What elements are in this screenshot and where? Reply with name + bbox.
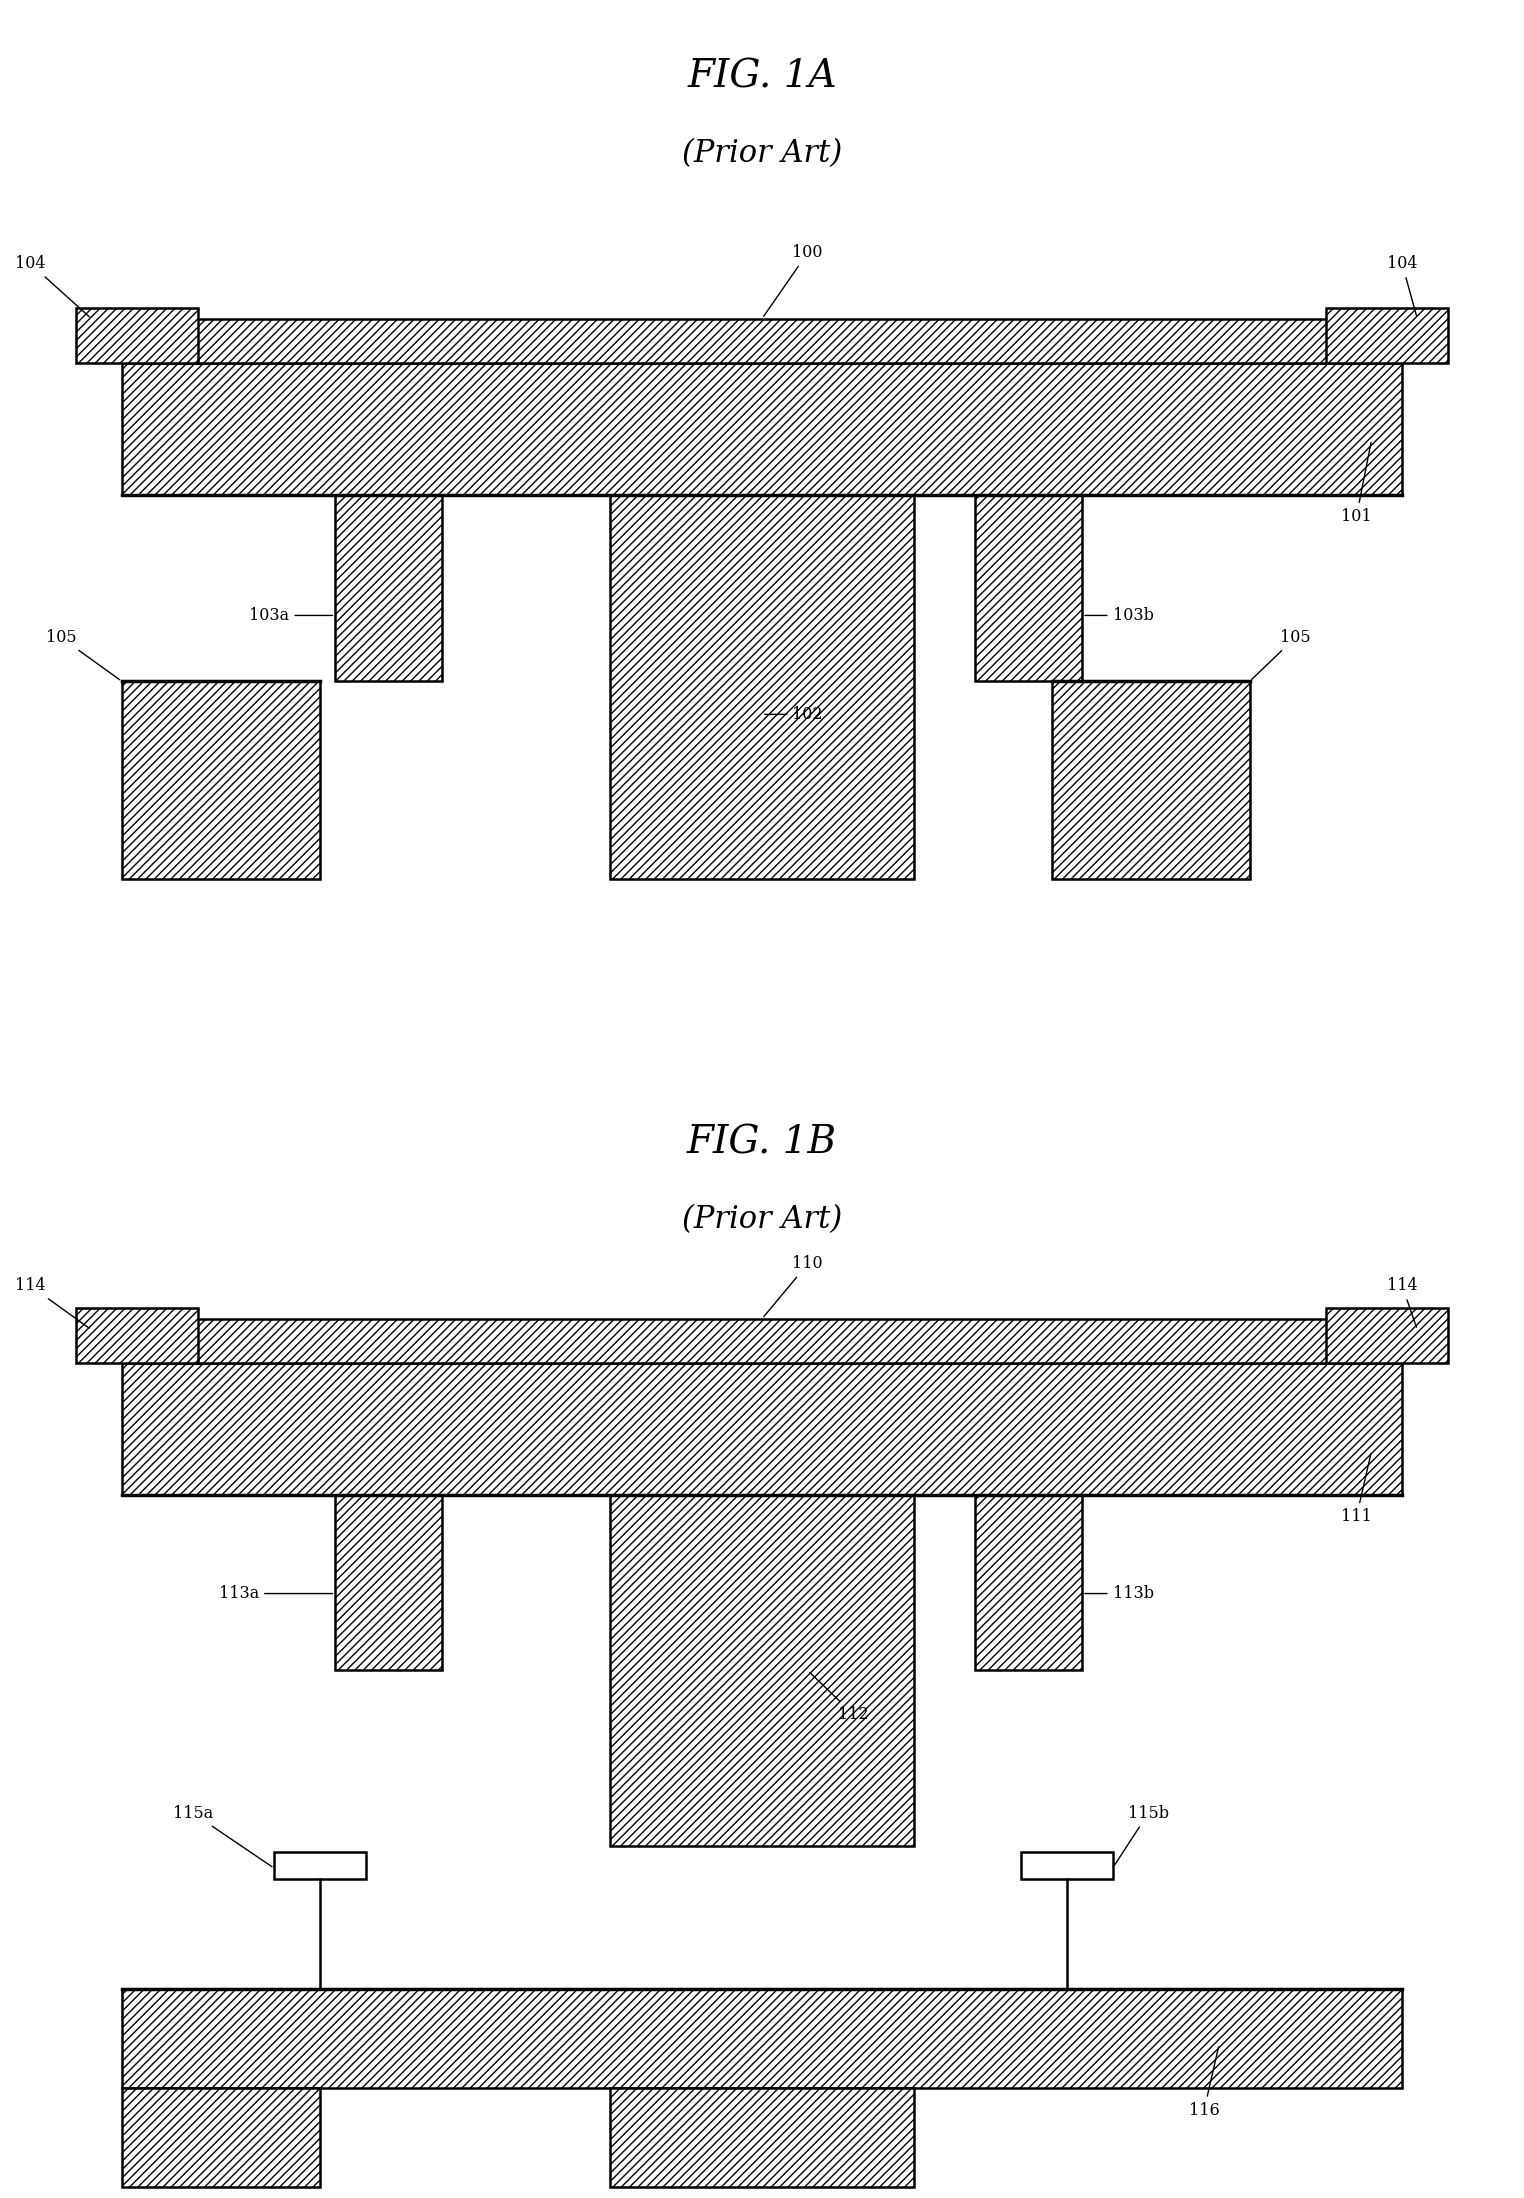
Bar [975, 1495, 1082, 1670]
Bar [152, 1319, 1372, 1363]
Text: (Prior Art): (Prior Art) [681, 138, 843, 169]
Text: 114: 114 [1387, 1277, 1417, 1328]
Bar [122, 1363, 1402, 1495]
Text: 113b: 113b [1085, 1585, 1154, 1602]
Bar [274, 1851, 366, 1879]
Text: 105: 105 [1251, 629, 1311, 679]
Text: 114: 114 [15, 1277, 90, 1328]
Text: 100: 100 [764, 244, 823, 317]
Text: 101: 101 [1341, 442, 1372, 525]
Bar [610, 2088, 914, 2187]
Text: 104: 104 [1387, 255, 1417, 317]
Bar [122, 2088, 320, 2187]
Text: FIG. 1B: FIG. 1B [687, 1125, 837, 1161]
Text: 111: 111 [1341, 1453, 1372, 1525]
Bar [1052, 681, 1250, 879]
Text: 115b: 115b [1114, 1805, 1169, 1866]
Bar [1021, 1851, 1113, 1879]
Bar [610, 495, 914, 879]
Text: 116: 116 [1189, 2046, 1219, 2119]
Text: 103a: 103a [250, 607, 332, 624]
Text: 110: 110 [764, 1255, 823, 1317]
Bar [1326, 1308, 1448, 1363]
Bar [335, 495, 442, 681]
Bar [122, 363, 1402, 495]
Bar [122, 681, 320, 879]
Bar [975, 495, 1082, 681]
Bar [76, 308, 198, 363]
Bar [335, 1495, 442, 1670]
Text: 105: 105 [46, 629, 120, 679]
Text: 115a: 115a [174, 1805, 271, 1866]
Bar [76, 1308, 198, 1363]
Bar [152, 319, 1372, 363]
Text: 104: 104 [15, 255, 90, 317]
Text: 112: 112 [809, 1673, 869, 1723]
Text: 103b: 103b [1085, 607, 1154, 624]
Bar [122, 1989, 1402, 2088]
Text: FIG. 1A: FIG. 1A [687, 59, 837, 95]
Text: 102: 102 [765, 706, 823, 723]
Text: 113a: 113a [219, 1585, 332, 1602]
Text: (Prior Art): (Prior Art) [681, 1205, 843, 1235]
Bar [1326, 308, 1448, 363]
Bar [610, 1495, 914, 1846]
